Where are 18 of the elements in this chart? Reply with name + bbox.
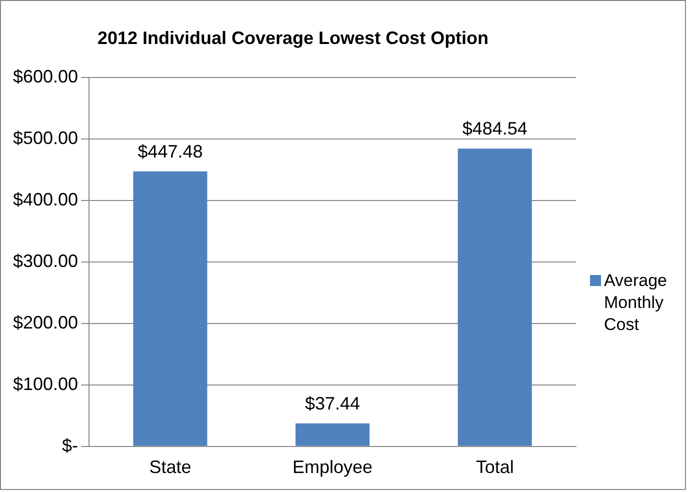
y-tick-label: $100.00 <box>12 374 78 394</box>
bar <box>458 148 532 446</box>
y-tick-label: $300.00 <box>12 250 78 271</box>
data-label: $447.48 <box>138 141 203 162</box>
data-label: $484.54 <box>462 118 528 139</box>
x-tick-label: State <box>149 457 192 478</box>
y-tick-label: $- <box>62 435 78 456</box>
chart-title: 2012 Individual Coverage Lowest Cost Option <box>97 28 489 48</box>
bar <box>133 171 208 446</box>
x-tick-label: Employee <box>292 457 373 478</box>
y-tick-label: $200.00 <box>12 312 78 332</box>
data-label: $37.44 <box>305 393 360 414</box>
y-tick-label: $400.00 <box>12 190 78 210</box>
x-tick-label: Total <box>476 457 514 478</box>
y-tick-label: $500.00 <box>12 128 78 148</box>
legend-label: Average Monthly Cost <box>604 270 668 336</box>
y-tick-label: $600.00 <box>12 66 78 87</box>
bar <box>296 423 370 446</box>
